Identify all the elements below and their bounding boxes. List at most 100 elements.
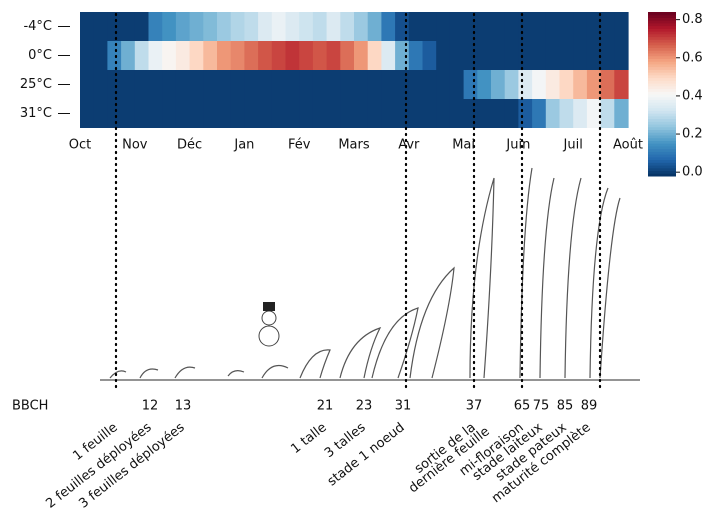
heat-cell xyxy=(244,41,259,70)
heat-cell xyxy=(586,70,602,99)
heat-cell xyxy=(230,70,245,99)
heat-cell xyxy=(121,12,136,41)
heat-cell xyxy=(449,41,465,70)
colorbar-step xyxy=(648,132,676,136)
colorbar-step xyxy=(648,165,676,169)
heat-cell xyxy=(285,12,300,41)
month-label: Mai xyxy=(452,138,475,153)
heat-cell xyxy=(477,70,492,99)
heat-cell xyxy=(80,12,95,41)
heat-cell xyxy=(340,41,355,70)
heat-cell xyxy=(326,70,341,99)
heat-cell xyxy=(340,70,355,99)
heat-cell xyxy=(463,99,478,128)
row-label: 0°C xyxy=(28,48,52,63)
heat-cell xyxy=(340,12,355,41)
heat-cell xyxy=(518,70,533,99)
heat-cell xyxy=(463,41,478,70)
heatmap xyxy=(80,12,629,128)
colorbar-step xyxy=(648,102,676,106)
heat-cell xyxy=(491,70,506,99)
heat-cell xyxy=(422,12,437,41)
heat-cell xyxy=(559,99,574,128)
heat-cell xyxy=(545,70,561,99)
heat-cell xyxy=(367,41,382,70)
heat-cell xyxy=(504,12,519,41)
heat-cell xyxy=(258,70,273,99)
heat-cell xyxy=(203,99,218,128)
heat-cell xyxy=(586,41,602,70)
heat-cell xyxy=(271,70,287,99)
row-label: 25°C xyxy=(20,77,52,92)
heat-cell xyxy=(600,70,615,99)
stage-code: 31 xyxy=(395,399,412,414)
heat-cell xyxy=(532,99,547,128)
stage-code: 23 xyxy=(356,399,373,414)
heat-cell xyxy=(422,99,437,128)
heat-cell xyxy=(121,70,136,99)
heat-cell xyxy=(107,12,122,41)
heat-cell xyxy=(614,70,629,99)
colorbar-step xyxy=(648,113,676,117)
heat-cell xyxy=(436,12,451,41)
heat-cell xyxy=(271,12,287,41)
colorbar-tick-label: 0.2 xyxy=(682,127,703,142)
heat-cell xyxy=(230,12,245,41)
stage-code: 13 xyxy=(175,399,192,414)
colorbar-step xyxy=(648,53,676,57)
heat-cell xyxy=(175,41,191,70)
colorbar-step xyxy=(648,77,676,81)
colorbar-step xyxy=(648,96,676,100)
heat-cell xyxy=(203,12,218,41)
heat-cell xyxy=(614,12,629,41)
colorbar-step xyxy=(648,99,676,103)
colorbar-step xyxy=(648,17,676,21)
heat-cell xyxy=(299,12,314,41)
colorbar-step xyxy=(648,156,676,161)
heat-cell xyxy=(545,41,561,70)
month-label: Mars xyxy=(338,138,370,153)
colorbar-step xyxy=(648,74,676,79)
colorbar-step xyxy=(648,159,676,163)
month-label: Juil xyxy=(563,138,583,153)
colorbar-step xyxy=(648,151,676,155)
colorbar-step xyxy=(648,104,676,109)
heat-cell xyxy=(271,99,287,128)
heat-cell xyxy=(80,41,95,70)
heat-cell xyxy=(395,12,410,41)
heat-cell xyxy=(107,70,122,99)
heat-cell xyxy=(367,12,382,41)
heat-cell xyxy=(189,41,204,70)
row-label: 31°C xyxy=(20,106,52,121)
month-label: Août xyxy=(613,138,643,153)
heat-cell xyxy=(422,41,437,70)
heat-cell xyxy=(148,70,163,99)
heat-cell xyxy=(491,41,506,70)
heat-cell xyxy=(121,41,136,70)
heat-cell xyxy=(614,99,629,128)
heat-cell xyxy=(518,12,533,41)
month-label: Oct xyxy=(69,138,91,153)
colorbar-step xyxy=(648,58,676,62)
colorbar-tick-label: 0.4 xyxy=(682,88,703,103)
heat-cell xyxy=(258,12,273,41)
heat-cell xyxy=(162,70,177,99)
colorbar-step xyxy=(648,135,676,139)
heat-cell xyxy=(395,99,410,128)
heat-cell xyxy=(162,41,177,70)
colorbar-step xyxy=(648,143,676,147)
heat-cell xyxy=(93,41,108,70)
heat-cell xyxy=(175,70,191,99)
colorbar-step xyxy=(648,124,676,128)
heat-cell xyxy=(381,12,396,41)
colorbar-step xyxy=(648,148,676,152)
heat-cell xyxy=(326,12,341,41)
stage-code: 12 xyxy=(142,399,159,414)
heat-cell xyxy=(559,12,574,41)
heat-cell xyxy=(258,41,273,70)
colorbar-step xyxy=(648,72,676,76)
heat-cell xyxy=(600,12,615,41)
colorbar-step xyxy=(648,44,676,49)
heat-cell xyxy=(354,70,369,99)
stage-code: 85 xyxy=(557,399,574,414)
